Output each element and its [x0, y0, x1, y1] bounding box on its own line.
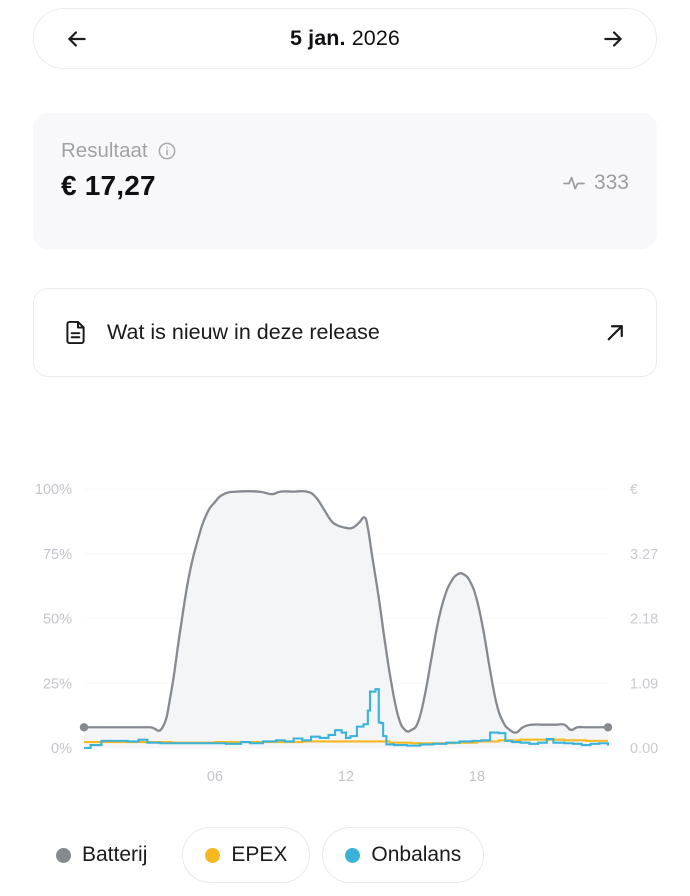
legend-label: EPEX: [231, 843, 288, 866]
y-axis-tick-label: 100%: [35, 482, 72, 498]
legend-dot-epex: [205, 847, 221, 863]
date-day: 5 jan.: [290, 26, 346, 50]
x-axis-tick-label: 18: [469, 769, 485, 785]
arrow-left-icon: [68, 30, 86, 47]
legend-item-epex[interactable]: EPEX: [182, 827, 311, 883]
date-year: 2026: [351, 26, 400, 50]
series-line-onbalans[interactable]: [84, 688, 610, 750]
external-link-arrow-icon: [607, 325, 623, 341]
series-area-batterij: [84, 491, 608, 748]
result-label-row: Resultaat: [61, 139, 629, 163]
y2-axis-tick-label: 3.27: [630, 547, 658, 563]
result-card: Resultaat € 17,27 333: [33, 113, 657, 249]
series-end-marker-batterij: [603, 723, 613, 732]
y2-axis-title: €: [630, 482, 638, 498]
release-notes-banner[interactable]: Wat is nieuw in deze release: [33, 288, 657, 377]
release-notes-label: Wat is nieuw in deze release: [107, 320, 380, 344]
legend-dot-onbalans: [345, 847, 361, 863]
info-icon[interactable]: [157, 141, 177, 161]
date-navigator: 5 jan. 2026: [33, 8, 657, 69]
y-axis-tick-label: 0%: [51, 741, 72, 757]
y-axis-tick-label: 25%: [43, 676, 72, 692]
document-icon: [66, 320, 85, 345]
legend-item-batterij[interactable]: Batterij: [33, 827, 170, 883]
next-day-button[interactable]: [596, 22, 630, 56]
y2-axis-tick-label: 2.18: [630, 612, 658, 628]
page-title: 5 jan. 2026: [290, 26, 400, 51]
y2-axis-tick-label: 1.09: [630, 676, 658, 692]
result-label: Resultaat: [61, 139, 148, 162]
series-line-batterij[interactable]: [82, 489, 610, 734]
chart-canvas[interactable]: 0% 25% 50% 75% 100% 0.00 1.09 2.18 3.27 €06 12 18: [0, 455, 690, 800]
energy-chart: 0% 25% 50% 75% 100% 0.00 1.09 2.18 3.27 €06 12 18: [0, 455, 690, 800]
pulse-indicator: 333: [562, 171, 629, 195]
chart-legend: Batterij EPEX Onbalans: [33, 827, 485, 883]
x-axis-tick-label: 12: [338, 769, 354, 785]
y-axis-tick-label: 50%: [43, 612, 72, 628]
y-axis-tick-label: 75%: [43, 547, 72, 563]
series-start-marker-batterij: [79, 723, 89, 732]
result-value: € 17,27: [61, 170, 156, 201]
pulse-count: 333: [593, 171, 629, 194]
legend-item-onbalans[interactable]: Onbalans: [322, 827, 485, 883]
y2-axis-tick-label: 0.00: [630, 741, 658, 757]
previous-day-button[interactable]: [60, 22, 94, 56]
arrow-right-icon: [604, 30, 622, 47]
legend-label: Batterij: [82, 843, 148, 866]
legend-dot-batterij: [56, 847, 71, 863]
x-axis-tick-label: 06: [207, 769, 223, 785]
legend-label: Onbalans: [371, 843, 462, 866]
activity-pulse-icon: [563, 176, 585, 190]
